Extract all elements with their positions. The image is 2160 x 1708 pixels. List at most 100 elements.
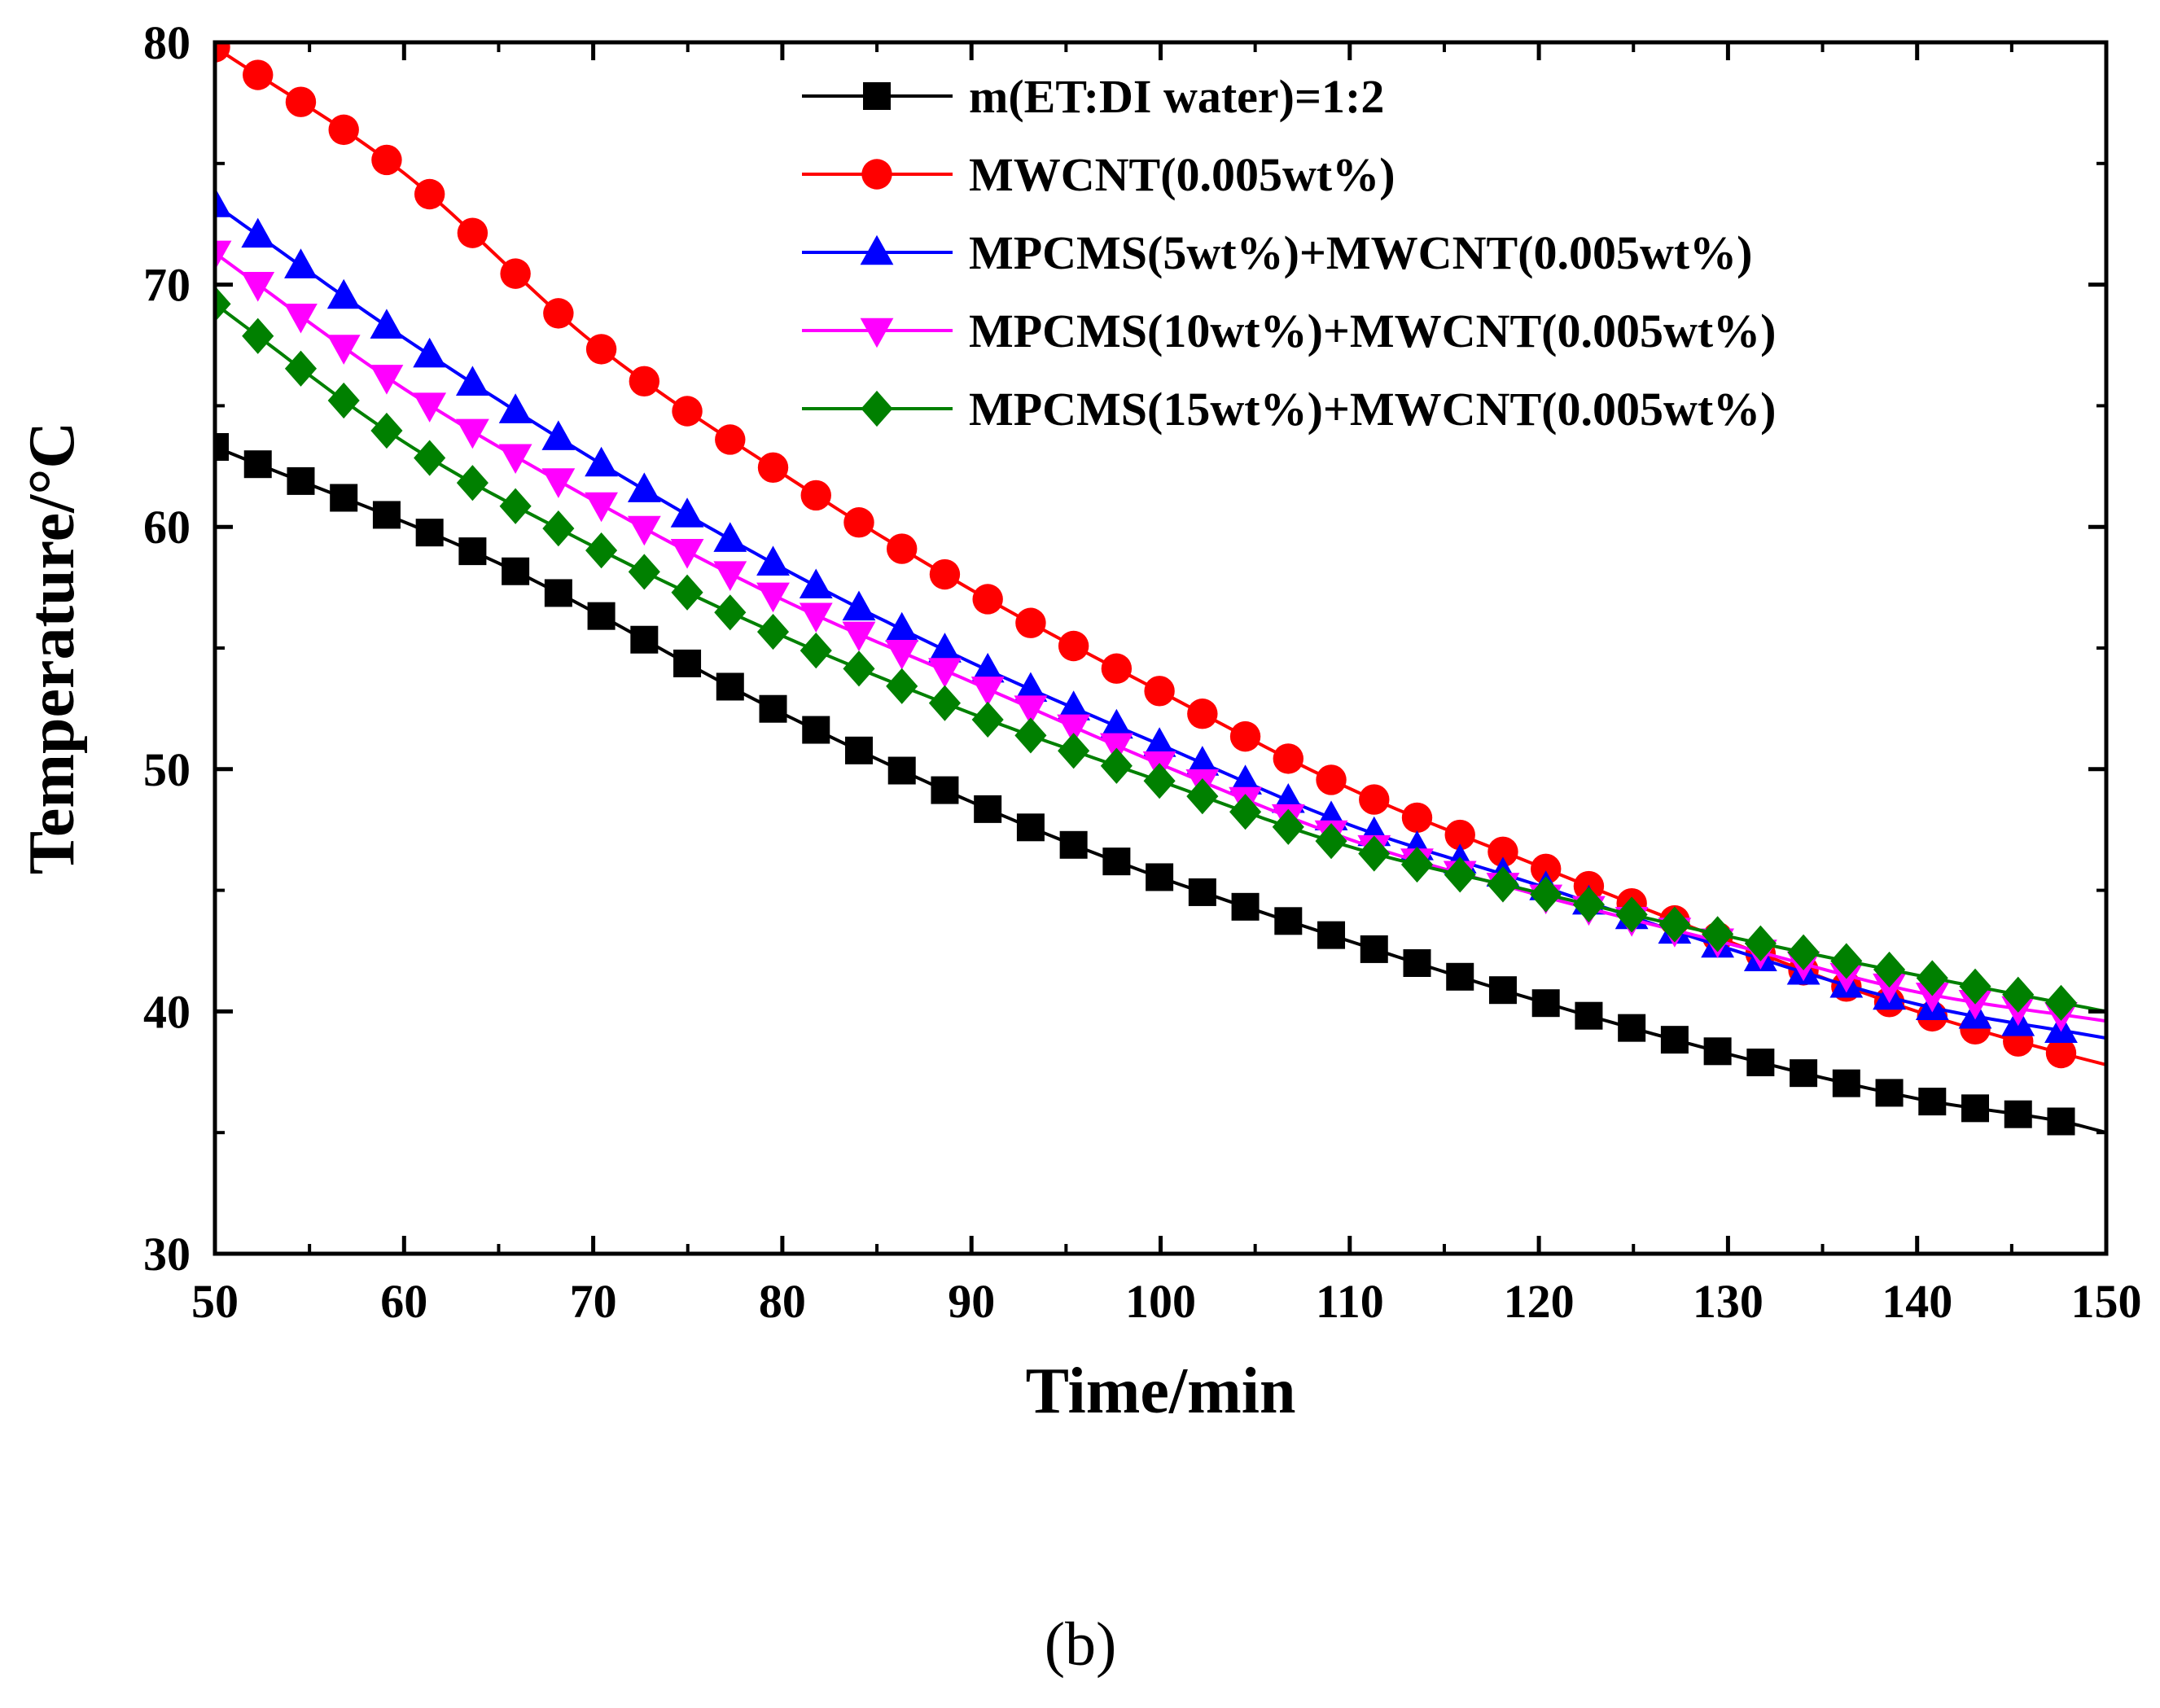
series-1-point-42 [2004,1100,2032,1128]
x-axis-title: Time/min [1026,1355,1296,1427]
x-tick-label: 100 [1125,1275,1196,1328]
series-2-point-13 [757,452,789,484]
series-5-point-5 [414,440,446,476]
legend-entry: MPCMS(5wt%)+MWCNT(0.005wt%) [802,226,1752,279]
x-tick-label: 50 [191,1275,239,1328]
series-3-point-21 [1099,708,1133,739]
series-2-point-12 [715,424,746,455]
series-4-point-7 [498,444,532,474]
series-1-point-15 [844,736,873,764]
series-1 [215,432,2106,1136]
legend-entry: MPCMS(10wt%)+MWCNT(0.005wt%) [802,304,1776,357]
series-1-point-23 [1188,878,1216,906]
series-2-point-3 [328,114,359,146]
series-2-point-2 [285,86,317,117]
series-1-point-27 [1360,935,1388,963]
series-1-point-25 [1274,907,1303,935]
series-2-point-8 [543,298,574,329]
series-2-point-24 [1229,720,1261,752]
series-2-point-9 [585,334,617,365]
series-3-point-5 [413,337,447,368]
series-5-point-23 [1186,777,1219,815]
series-2-point-22 [1144,676,1175,707]
series-5-point-13 [756,613,790,650]
legend-label: MPCMS(10wt%)+MWCNT(0.005wt%) [969,304,1776,357]
series-5-point-24 [1229,794,1262,830]
series-3-point-23 [1185,746,1220,776]
series-2-point-43 [2045,1037,2077,1069]
series-2-point-23 [1187,699,1218,729]
series-5-point-39 [1873,951,1906,988]
series-3-point-24 [1229,764,1262,795]
series-5-point-15 [843,650,875,687]
series-1-point-0 [215,432,229,461]
series-5-point-1 [242,318,274,354]
y-tick-label: 30 [143,1228,191,1281]
series-4-point-14 [799,602,833,633]
legend-label: MPCMS(15wt%)+MWCNT(0.005wt%) [969,383,1776,436]
series-1-point-8 [544,579,572,607]
series-1-point-2 [287,466,315,495]
series-4-point-40 [1915,982,1949,1013]
series-2-point-28 [1401,802,1433,834]
series-4-point-3 [326,335,361,365]
legend-label: MWCNT(0.005wt%) [969,148,1395,201]
series-3-point-14 [799,568,833,599]
series-3-point-2 [284,248,318,278]
series-4-point-16 [885,640,919,670]
series-1-point-30 [1488,976,1517,1005]
series-4-line [215,252,2106,1023]
series-3-point-22 [1142,727,1176,757]
series-2-point-1 [243,59,274,90]
series-5-point-38 [1830,943,1863,979]
series-5-point-17 [928,685,961,721]
series-3-point-4 [370,309,404,339]
series-1-point-4 [372,501,401,529]
series-5-point-26 [1315,823,1347,860]
series-2-point-15 [843,507,874,538]
x-tick-label: 120 [1504,1275,1575,1328]
series-3-point-9 [585,446,618,477]
series-5-point-11 [671,574,703,611]
series-5-point-27 [1358,835,1391,872]
series-1-point-1 [243,450,272,479]
series-4 [215,240,2106,1032]
series-5-point-9 [585,532,618,569]
series-1-point-26 [1317,921,1346,949]
series-1-point-43 [2047,1107,2075,1136]
series-1-point-17 [931,776,959,804]
series-1-point-12 [716,672,744,701]
y-tick-label: 60 [143,501,191,554]
series-3-point-17 [928,633,962,663]
x-tick-label: 60 [380,1275,427,1328]
series-3-point-1 [241,217,275,248]
series-1-point-14 [802,716,830,744]
legend-marker [863,82,891,110]
axes-layer: 50 60 70 80 90 100 110 120 130 140 150 30 40 50 60 70 80 [143,16,2142,1328]
series-2-point-27 [1359,784,1390,815]
series-4-point-10 [627,515,661,546]
legend-marker [860,234,894,265]
legend-entry: MPCMS(15wt%)+MWCNT(0.005wt%) [802,383,1776,436]
series-1-point-20 [1059,830,1088,859]
series-5-point-3 [327,382,360,419]
series-1-point-18 [974,795,1002,823]
series-3-point-19 [1014,672,1048,703]
series-1-point-37 [1790,1059,1818,1088]
series-4-point-1 [241,272,275,302]
series-4-point-15 [842,621,876,652]
x-tick-label: 70 [570,1275,617,1328]
series-3-point-12 [713,522,747,552]
series-2-point-31 [1530,853,1562,885]
series-5-point-42 [2002,976,2035,1013]
series-4-point-9 [585,492,618,523]
series-2-point-19 [1015,607,1046,638]
series-1-point-24 [1231,892,1260,921]
series-5-point-28 [1400,846,1434,883]
series-5-point-40 [1916,960,1948,996]
series-3-point-10 [627,472,661,502]
x-tick-label: 90 [948,1275,995,1328]
figure-caption: (b) [1045,1610,1117,1679]
series-2-point-4 [371,144,402,176]
series-4-point-13 [756,582,790,613]
